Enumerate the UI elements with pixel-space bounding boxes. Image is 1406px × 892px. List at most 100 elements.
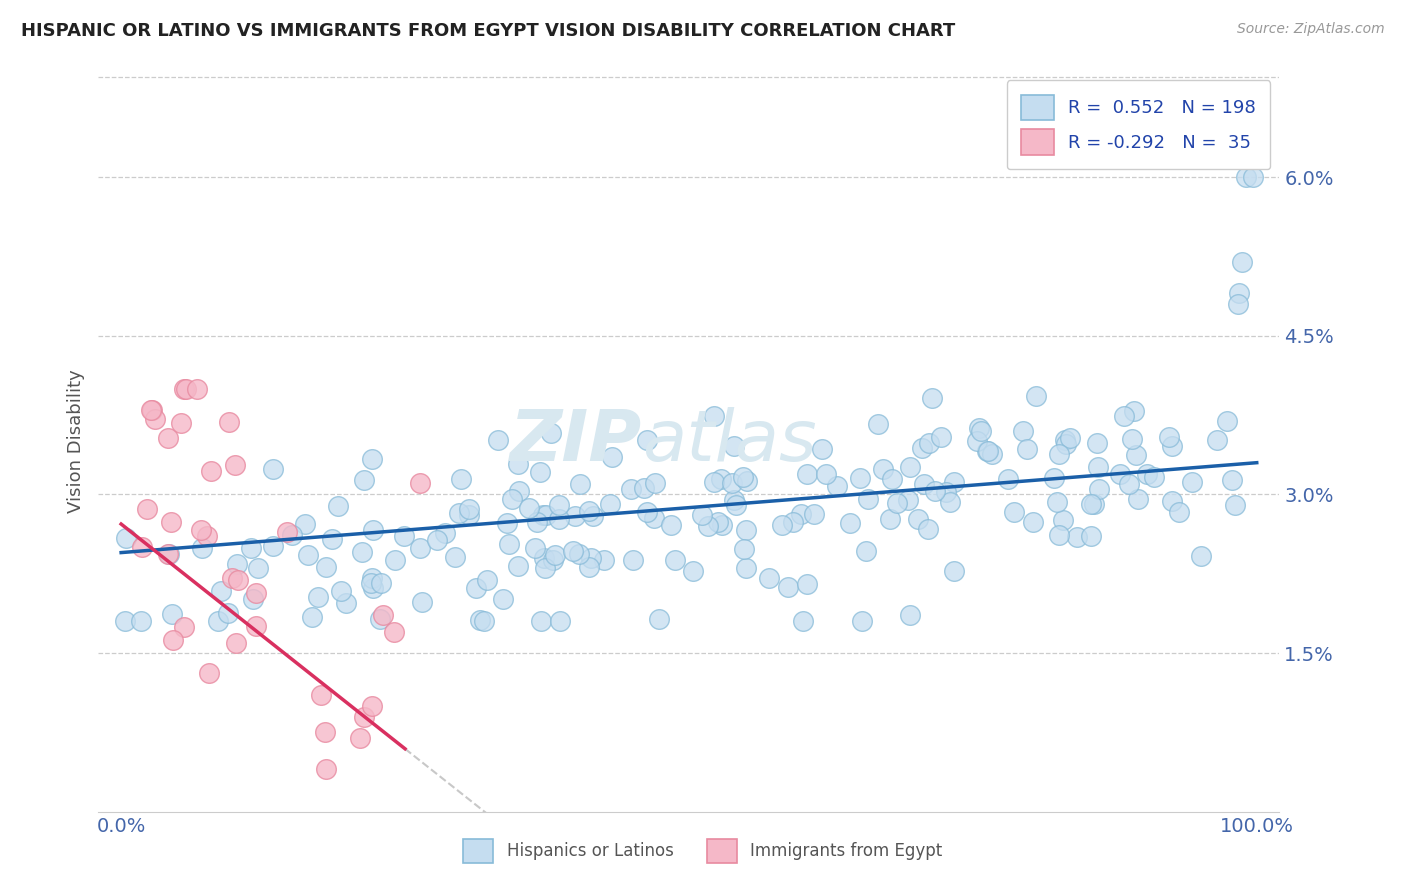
Point (721, 475, 744, 490)
Point (1059, 431, 1081, 445)
Point (706, 515, 728, 529)
Point (1227, 297, 1250, 311)
Point (620, 482, 643, 496)
Point (778, 580, 800, 594)
Point (733, 470, 755, 484)
Y-axis label: Vision Disability: Vision Disability (66, 369, 84, 514)
Point (544, 548, 567, 562)
Point (315, 559, 337, 574)
Point (207, 615, 229, 629)
Point (579, 551, 602, 566)
Point (523, 541, 546, 555)
Point (200, 464, 222, 478)
Point (465, 581, 488, 595)
Point (159, 547, 181, 561)
Point (392, 528, 415, 542)
Point (548, 615, 571, 629)
Point (371, 607, 394, 622)
Point (633, 481, 655, 495)
Point (1227, 286, 1250, 301)
Point (114, 615, 136, 629)
Point (703, 475, 725, 489)
Point (1047, 447, 1070, 461)
Point (173, 382, 195, 396)
Point (501, 492, 523, 507)
Point (409, 541, 432, 555)
Point (262, 539, 284, 553)
Point (280, 528, 302, 542)
Point (547, 512, 569, 526)
Point (335, 596, 357, 610)
Point (534, 508, 557, 522)
Point (309, 688, 332, 702)
Point (530, 615, 553, 629)
Point (696, 518, 718, 533)
Point (910, 441, 932, 455)
Legend: Hispanics or Latinos, Immigrants from Egypt: Hispanics or Latinos, Immigrants from Eg… (447, 822, 959, 880)
Point (1080, 529, 1102, 543)
Point (1025, 389, 1047, 403)
Point (710, 472, 733, 486)
Point (690, 508, 713, 523)
Point (564, 508, 586, 523)
Point (725, 499, 748, 513)
Point (349, 731, 371, 745)
Point (636, 433, 658, 447)
Point (1108, 467, 1130, 482)
Point (636, 505, 658, 519)
Point (384, 553, 406, 567)
Point (1046, 495, 1069, 509)
Point (1215, 414, 1237, 428)
Point (1083, 497, 1105, 511)
Point (361, 698, 384, 713)
Point (568, 476, 591, 491)
Point (1125, 448, 1147, 462)
Point (326, 500, 349, 514)
Point (872, 462, 894, 476)
Point (825, 479, 848, 493)
Point (1087, 460, 1109, 475)
Text: Source: ZipAtlas.com: Source: ZipAtlas.com (1237, 22, 1385, 37)
Point (141, 403, 163, 417)
Point (1022, 515, 1045, 529)
Point (195, 529, 218, 543)
Point (839, 516, 862, 530)
Point (1118, 476, 1140, 491)
Point (301, 610, 323, 624)
Point (858, 491, 880, 506)
Point (114, 531, 136, 545)
Point (599, 497, 621, 511)
Point (803, 507, 825, 521)
Point (360, 570, 382, 584)
Point (703, 409, 725, 424)
Point (782, 515, 804, 529)
Point (935, 484, 957, 499)
Point (938, 494, 960, 508)
Point (361, 582, 384, 596)
Point (218, 415, 240, 429)
Point (1160, 439, 1182, 453)
Point (1126, 491, 1149, 506)
Point (796, 577, 818, 591)
Point (411, 595, 433, 609)
Point (225, 636, 247, 650)
Point (1167, 505, 1189, 519)
Point (1241, 170, 1264, 185)
Point (1011, 425, 1033, 439)
Point (361, 524, 384, 538)
Point (643, 511, 665, 525)
Point (297, 549, 319, 563)
Point (578, 504, 600, 518)
Point (1066, 531, 1088, 545)
Point (533, 550, 555, 565)
Point (900, 460, 922, 475)
Text: ZIP: ZIP (509, 407, 641, 476)
Point (1052, 512, 1074, 526)
Point (600, 450, 623, 465)
Point (981, 447, 1004, 461)
Point (918, 436, 941, 450)
Text: HISPANIC OR LATINO VS IMMIGRANTS FROM EGYPT VISION DISABILITY CORRELATION CHART: HISPANIC OR LATINO VS IMMIGRANTS FROM EG… (21, 22, 955, 40)
Point (648, 611, 671, 625)
Point (529, 466, 551, 480)
Point (851, 615, 873, 629)
